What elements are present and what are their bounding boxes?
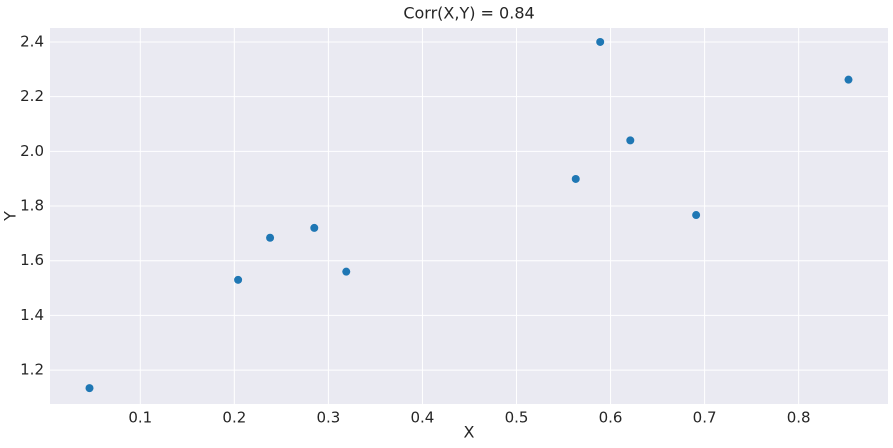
point	[844, 75, 853, 84]
point	[234, 275, 243, 284]
y-tick-label: 1.2	[20, 361, 44, 379]
y-tick-label: 2.2	[20, 87, 44, 105]
x-tick-label: 0.1	[128, 409, 152, 427]
point	[85, 384, 94, 393]
point	[626, 136, 635, 145]
x-tick-label: 0.2	[222, 409, 246, 427]
x-tick-label: 0.3	[316, 409, 340, 427]
point	[571, 174, 580, 183]
x-tick-label: 0.7	[693, 409, 717, 427]
y-tick-label: 2.0	[20, 142, 44, 160]
point	[596, 37, 605, 46]
point	[310, 223, 319, 232]
point	[266, 233, 275, 242]
y-axis-label: Y	[1, 211, 20, 222]
x-tick-label: 0.4	[411, 409, 435, 427]
x-axis-label: X	[464, 423, 475, 442]
y-tick-label: 2.4	[20, 32, 44, 50]
x-tick-label: 0.8	[787, 409, 811, 427]
y-tick-label: 1.6	[20, 251, 44, 269]
plot-area	[50, 28, 888, 404]
y-tick-label: 1.4	[20, 306, 44, 324]
point	[342, 267, 351, 276]
point	[692, 211, 701, 220]
chart-title: Corr(X,Y) = 0.84	[403, 4, 534, 23]
x-tick-label: 0.6	[599, 409, 623, 427]
y-tick-label: 1.8	[20, 197, 44, 215]
x-tick-label: 0.5	[505, 409, 529, 427]
